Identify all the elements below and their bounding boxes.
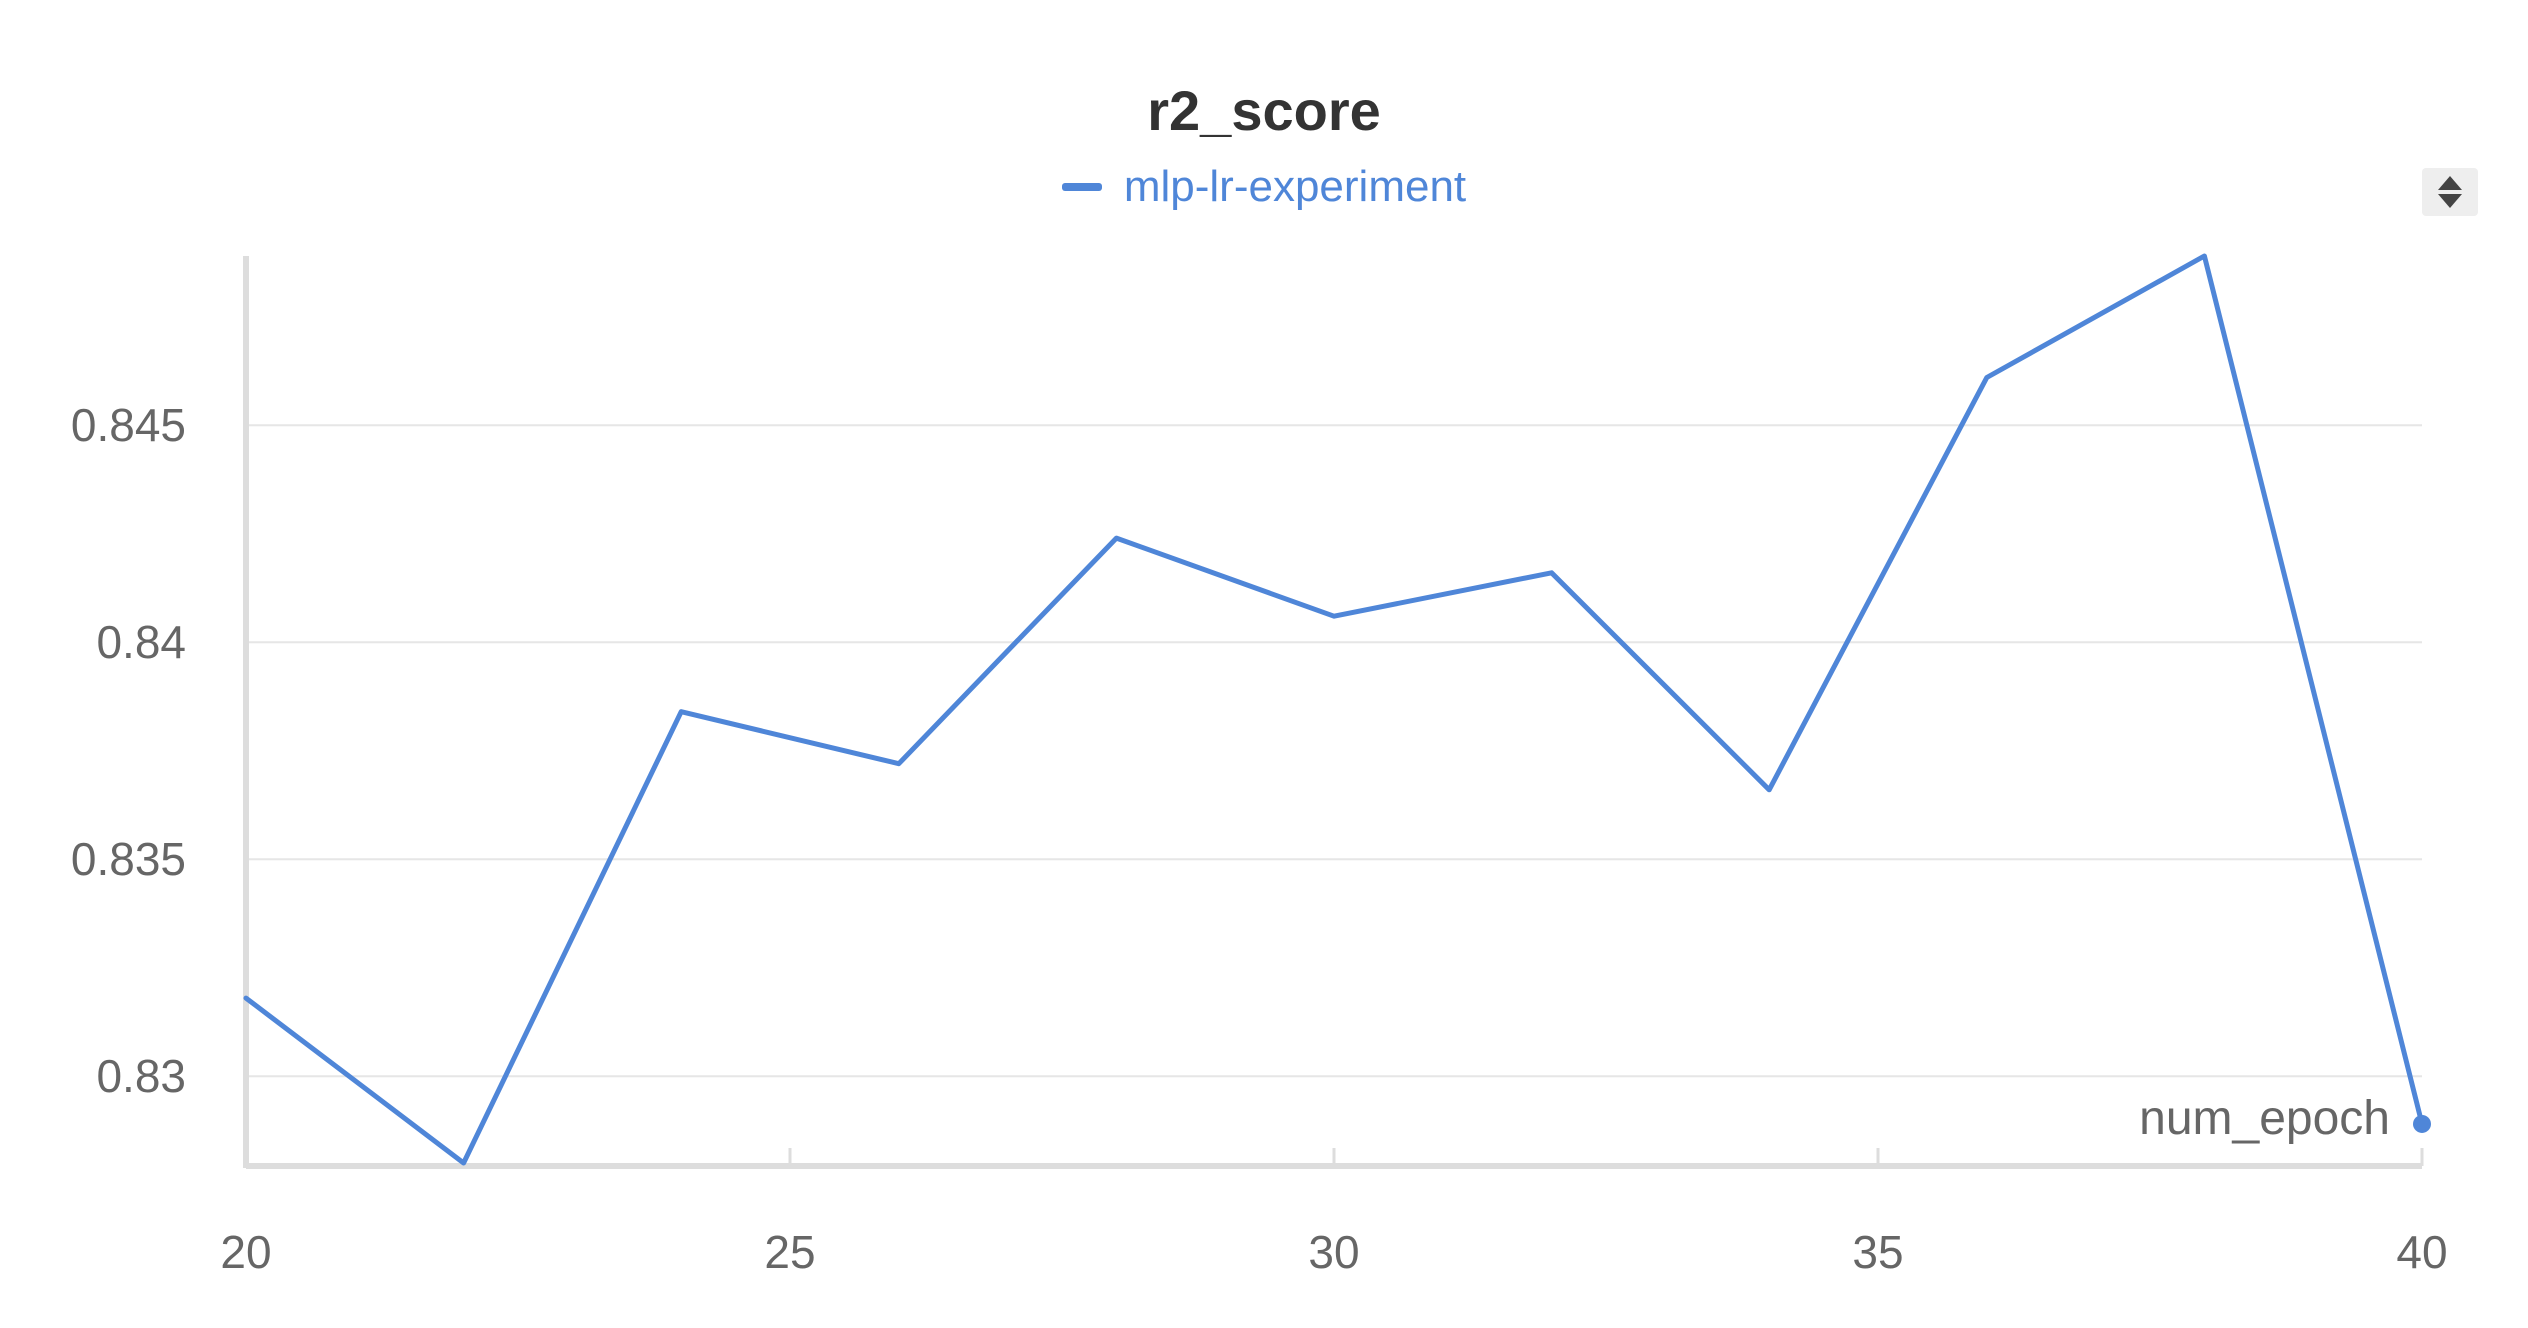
x-tick-label: 35 bbox=[1852, 1226, 1903, 1278]
series-layer bbox=[243, 253, 2431, 1166]
x-tick-label: 25 bbox=[764, 1226, 815, 1278]
x-tick-label: 40 bbox=[2396, 1226, 2447, 1278]
series-end-marker bbox=[2413, 1114, 2431, 1133]
sort-toggle-button[interactable] bbox=[2422, 168, 2478, 216]
y-tick-label: 0.835 bbox=[71, 833, 186, 885]
legend-swatch bbox=[1061, 183, 1102, 191]
axes: 0.83 0.835 0.84 0.845 20 25 30 35 40 bbox=[71, 256, 2448, 1278]
series-line bbox=[243, 253, 2425, 1166]
sort-up-icon bbox=[2438, 176, 2462, 190]
x-tick-label: 30 bbox=[1308, 1226, 1359, 1278]
sort-down-icon bbox=[2438, 194, 2462, 208]
chart-title: r2_score bbox=[1147, 79, 1381, 142]
legend: mlp-lr-experiment bbox=[0, 162, 2528, 212]
x-axis-title: num_epoch bbox=[2139, 1092, 2390, 1145]
x-tick-label: 20 bbox=[220, 1226, 271, 1278]
y-tick-label: 0.83 bbox=[96, 1050, 186, 1102]
y-tick-label: 0.845 bbox=[71, 399, 186, 451]
y-tick-label: 0.84 bbox=[96, 616, 186, 668]
legend-label[interactable]: mlp-lr-experiment bbox=[1123, 162, 1467, 211]
grid-lines bbox=[246, 424, 2422, 1078]
